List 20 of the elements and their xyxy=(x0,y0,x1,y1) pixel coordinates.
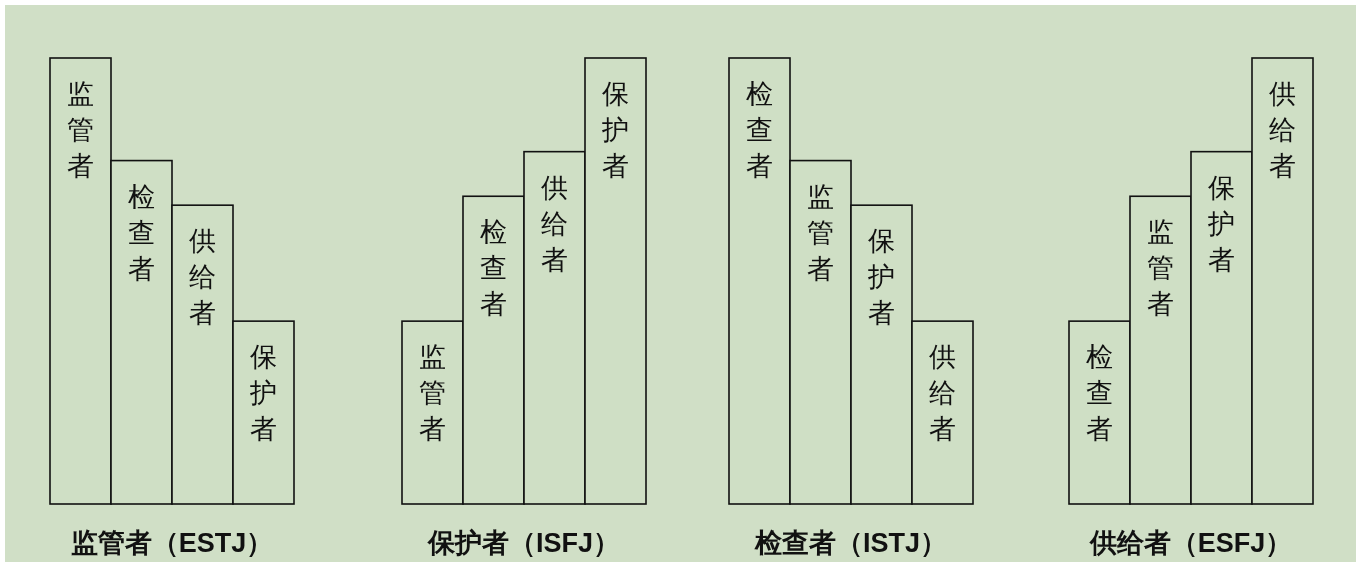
x-tick-label: 监管者 xyxy=(419,342,446,445)
text: 检查者（ISTJ） xyxy=(753,528,948,558)
x-tick-label: 供给者 xyxy=(1269,79,1296,181)
x-tick-label: 监管者 xyxy=(1147,217,1174,320)
text: 供给者（ESFJ） xyxy=(1088,528,1293,558)
x-tick-label: 供给者 xyxy=(189,226,216,329)
x-tick-label: 保护者 xyxy=(867,226,895,329)
text: 保护者（ISFJ） xyxy=(426,528,621,558)
x-tick-label: 检查者 xyxy=(128,181,155,284)
x-tick-label: 保护者 xyxy=(601,79,629,181)
x-tick-label: 检查者 xyxy=(480,217,507,320)
x-tick-label: 供给者 xyxy=(929,342,956,445)
x-tick-label: 保护者 xyxy=(249,342,277,445)
x-tick-label: 监管者 xyxy=(807,181,834,284)
x-tick-label: 保护者 xyxy=(1207,172,1235,275)
x-tick-label: 检查者 xyxy=(746,79,773,181)
x-tick-label: 检查者 xyxy=(1086,342,1113,445)
x-tick-label: 供给者 xyxy=(541,172,568,275)
text: 监管者（ESTJ） xyxy=(70,528,274,558)
x-tick-label: 监管者 xyxy=(67,79,94,181)
